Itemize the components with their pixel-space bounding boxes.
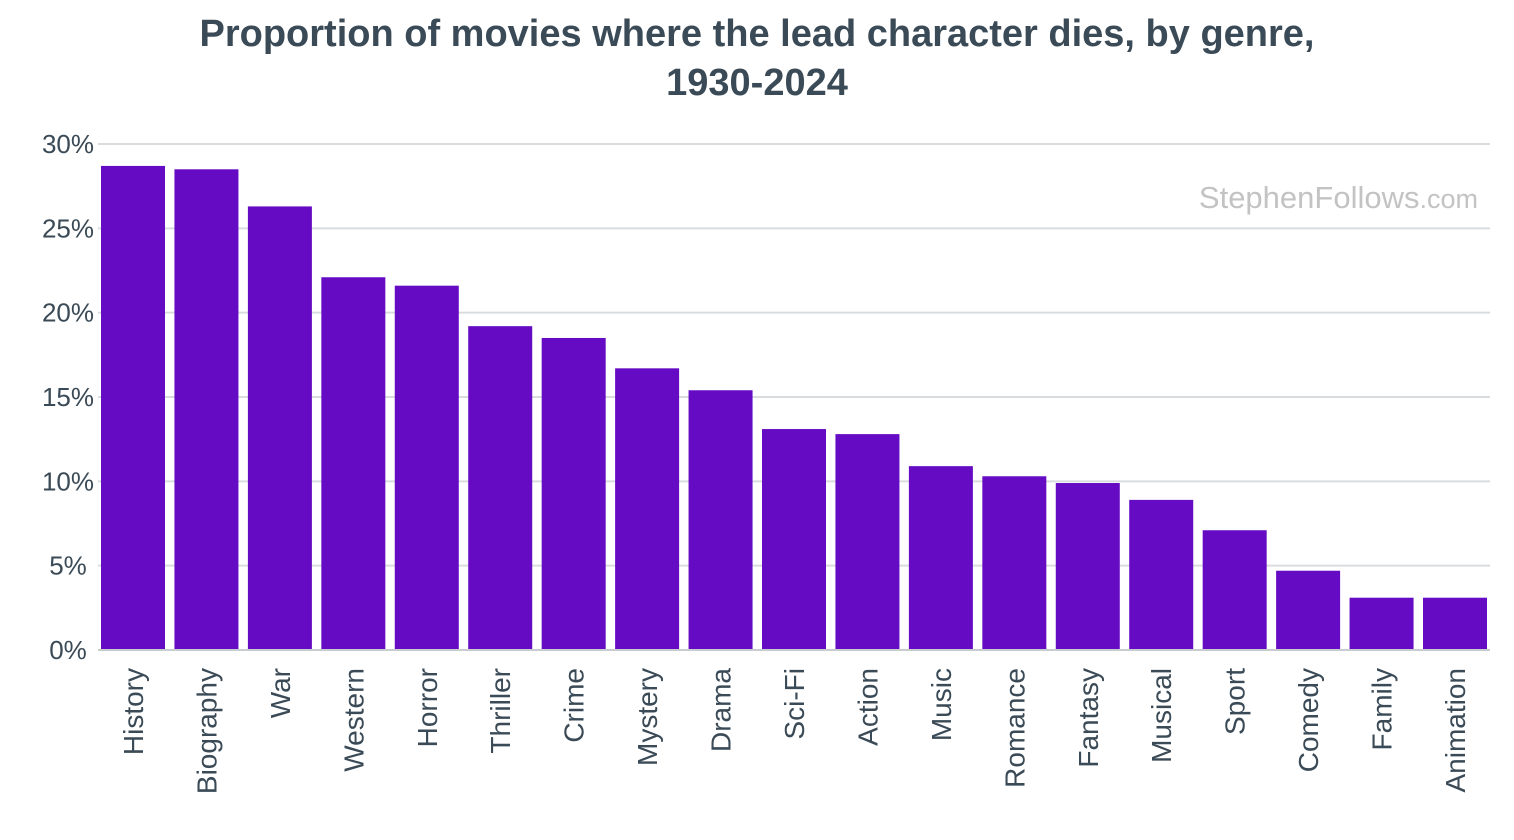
y-tick-label: 15% [42,382,94,412]
x-tick-label: Drama [706,668,737,752]
x-tick-label: Thriller [485,668,516,754]
x-tick-label: Mystery [632,668,663,766]
bar-fantasy [1055,483,1120,650]
y-axis-tick-labels: 0% 5% 10% 15% 20% 25% 30% [42,129,94,665]
y-tick-label: 5% [49,551,87,581]
watermark: StephenFollows.com [1199,180,1478,215]
x-tick-label: Family [1367,668,1398,750]
bar-war [247,206,312,650]
bar-crime [541,337,606,650]
bar-comedy [1276,570,1341,650]
x-tick-label: Sport [1220,668,1251,735]
x-tick-label: Western [338,668,369,772]
x-tick-label: Biography [191,668,222,794]
x-tick-label: Horror [412,668,443,747]
watermark-suffix: .com [1419,184,1478,214]
bar-history [101,165,165,650]
y-tick-label: 10% [42,466,94,496]
x-tick-label: Fantasy [1073,668,1104,768]
bar-drama [688,390,753,650]
chart-title-line-2: 1930-2024 [666,62,848,104]
bars [101,165,1487,651]
bar-sport [1202,530,1267,650]
x-tick-label: History [118,668,149,755]
bar-horror [394,285,459,650]
y-tick-label: 20% [42,298,94,328]
bar-musical [1129,499,1194,650]
x-tick-label: Romance [999,668,1030,788]
bar-animation [1423,597,1487,650]
bar-mystery [615,368,680,650]
x-tick-label: Musical [1146,668,1177,763]
x-tick-label: Comedy [1293,668,1324,772]
x-tick-label: Crime [559,668,590,743]
x-tick-label: Action [852,668,883,746]
x-tick-label: Animation [1440,668,1471,793]
chart-title-line-1: Proportion of movies where the lead char… [200,13,1315,55]
x-tick-label: Music [926,668,957,741]
bar-romance [982,476,1047,650]
bar-western [321,277,386,650]
bar-action [835,434,900,650]
y-tick-label: 0% [49,635,87,665]
x-tick-label: Sci-Fi [779,668,810,740]
watermark-main: StephenFollows [1199,180,1420,215]
x-axis-category-labels: History Biography War Western Horror Thriller… [118,668,1471,795]
bar-sci-fi [762,429,826,650]
bar-music [908,466,973,650]
bar-biography [174,169,239,651]
bar-family [1349,597,1414,650]
y-tick-label: 30% [42,129,94,159]
x-tick-label: War [265,668,296,718]
y-tick-label: 25% [42,213,94,243]
bar-thriller [468,326,533,650]
